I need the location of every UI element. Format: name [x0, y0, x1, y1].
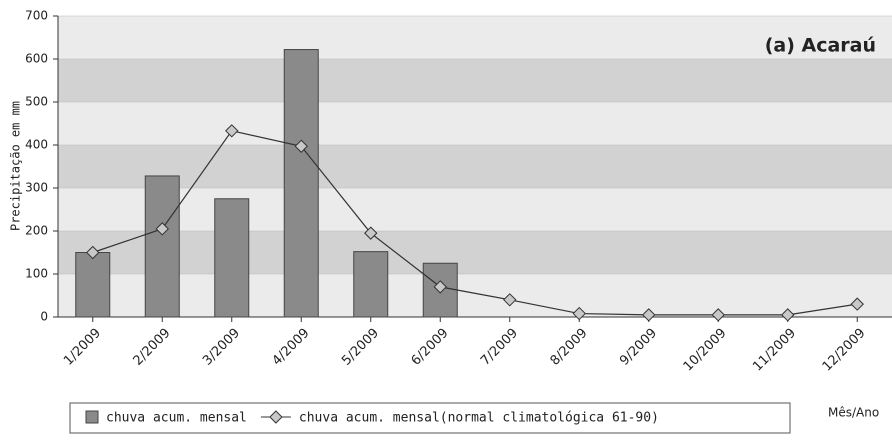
y-axis-label: Precipitação em mm [9, 101, 23, 231]
plot-band [58, 16, 892, 59]
x-tick-label: 6/2009 [409, 326, 452, 369]
x-tick-label: 8/2009 [548, 326, 591, 369]
bar [353, 251, 389, 318]
chart-title: (a) Acaraú [765, 35, 876, 57]
plot-band [58, 231, 892, 274]
legend-marker [269, 410, 283, 424]
legend-label: chuva acum. mensal(normal climatológica … [299, 411, 659, 426]
legend-box [69, 402, 791, 434]
legend-swatch [85, 410, 99, 424]
x-tick-label: 2/2009 [131, 326, 174, 369]
y-tick-label: 500 [25, 95, 48, 109]
legend-label: chuva acum. mensal [106, 411, 247, 426]
y-tick-label: 300 [25, 181, 48, 195]
x-tick-label: 7/2009 [478, 326, 521, 369]
y-tick-label: 100 [25, 267, 48, 281]
bar [283, 49, 319, 318]
line-marker [642, 308, 656, 322]
legend-entry: chuva acum. mensal(normal climatológica … [260, 410, 659, 426]
line-marker [850, 297, 864, 311]
x-axis-label: Mês/Ano [828, 406, 879, 420]
line [92, 130, 858, 316]
line-marker [86, 245, 100, 260]
x-tick-label: 4/2009 [270, 326, 313, 369]
y-tick-label: 600 [25, 52, 48, 66]
line-marker [294, 139, 308, 153]
plot-band [58, 145, 892, 188]
x-tick-label: 10/2009 [681, 326, 730, 375]
bar [144, 175, 180, 318]
plot-band [58, 274, 892, 317]
line-marker [155, 222, 169, 236]
line-marker [781, 308, 795, 322]
line-marker [225, 124, 239, 138]
x-tick-label: 9/2009 [617, 326, 660, 369]
bar [214, 198, 250, 318]
legend-entry: chuva acum. mensal [85, 410, 247, 426]
line-marker [364, 226, 378, 240]
plot-band [58, 102, 892, 145]
x-tick-label: 1/2009 [61, 326, 104, 369]
bar [75, 252, 111, 318]
plot-band [58, 59, 892, 102]
line-marker [572, 306, 586, 321]
y-tick-label: 700 [25, 9, 48, 23]
x-tick-label: 12/2009 [820, 326, 869, 375]
y-tick-label: 400 [25, 138, 48, 152]
line-marker [433, 280, 447, 294]
x-tick-label: 3/2009 [200, 326, 243, 369]
line-marker [503, 293, 517, 307]
x-tick-label: 11/2009 [750, 326, 799, 375]
y-tick-label: 0 [40, 310, 48, 324]
line-marker [711, 308, 725, 322]
x-tick-label: 5/2009 [339, 326, 382, 369]
y-tick-label: 200 [25, 224, 48, 238]
plot-band [58, 188, 892, 231]
